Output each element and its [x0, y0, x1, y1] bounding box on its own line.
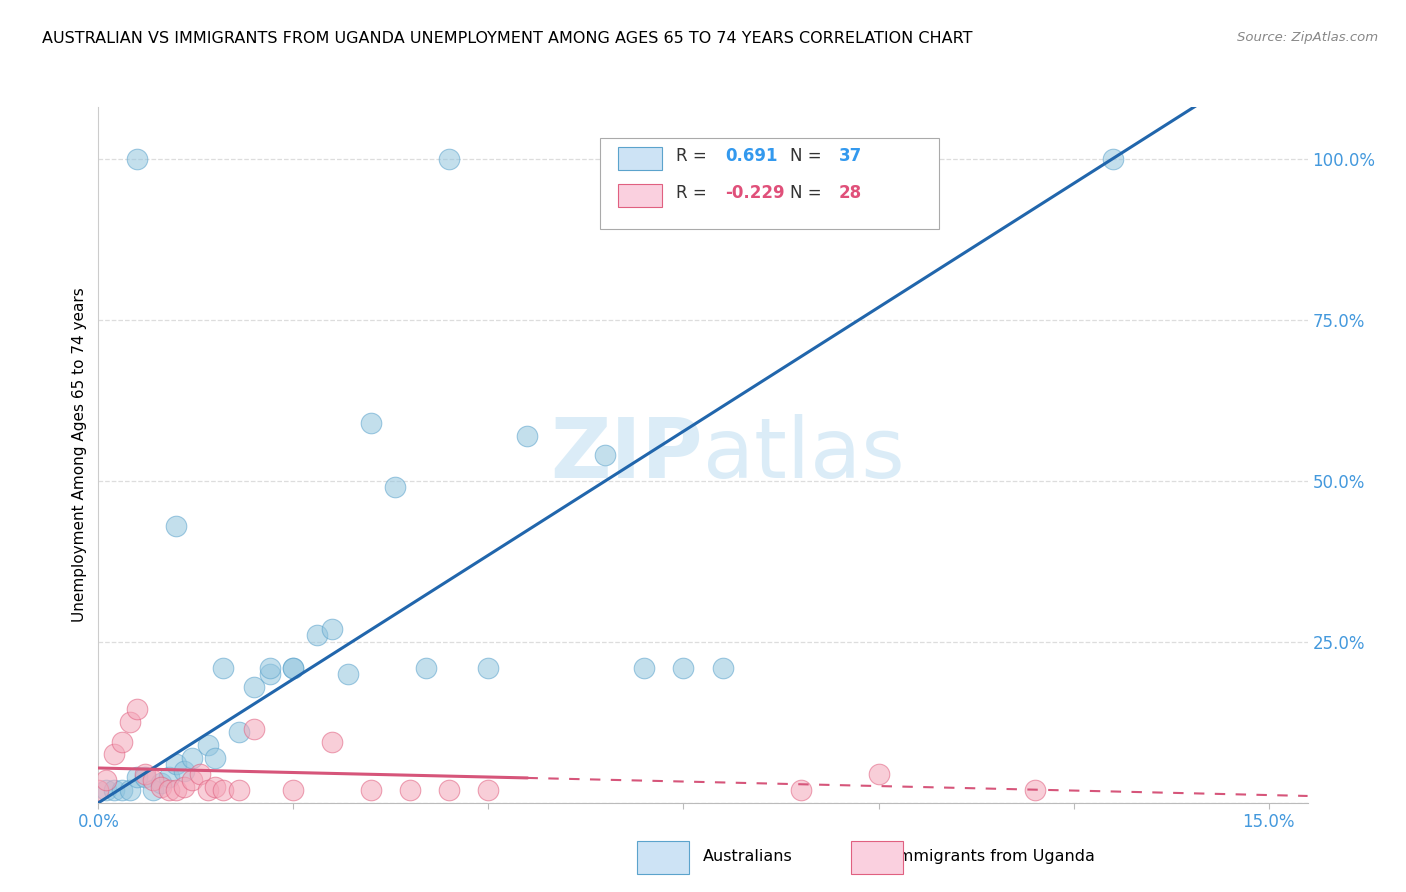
- Point: [1101, 152, 1123, 166]
- Point: [111, 783, 134, 797]
- Point: [283, 660, 305, 674]
- Point: [96, 773, 118, 788]
- Text: Australians: Australians: [703, 849, 793, 863]
- Point: [173, 780, 195, 794]
- FancyBboxPatch shape: [619, 147, 662, 169]
- Point: [439, 783, 461, 797]
- Point: [173, 764, 195, 778]
- Point: [399, 783, 422, 797]
- Point: [103, 747, 125, 762]
- Text: R =: R =: [676, 147, 713, 165]
- Point: [321, 622, 343, 636]
- Point: [868, 766, 890, 781]
- Point: [516, 428, 538, 442]
- Text: Source: ZipAtlas.com: Source: ZipAtlas.com: [1237, 31, 1378, 45]
- Point: [228, 783, 250, 797]
- Point: [384, 480, 406, 494]
- Text: N =: N =: [790, 147, 827, 165]
- Point: [595, 448, 617, 462]
- Point: [212, 783, 235, 797]
- Point: [118, 715, 141, 730]
- Point: [283, 783, 305, 797]
- Text: N =: N =: [790, 185, 827, 202]
- Text: 28: 28: [838, 185, 862, 202]
- Point: [711, 660, 734, 674]
- Point: [415, 660, 437, 674]
- Point: [197, 783, 219, 797]
- Point: [157, 783, 180, 797]
- Point: [672, 660, 695, 674]
- Text: Immigrants from Uganda: Immigrants from Uganda: [893, 849, 1095, 863]
- Point: [127, 770, 149, 784]
- Point: [96, 783, 118, 797]
- Point: [111, 734, 134, 748]
- Point: [149, 776, 172, 790]
- Text: ZIP: ZIP: [551, 415, 703, 495]
- Point: [127, 702, 149, 716]
- Point: [188, 766, 211, 781]
- Point: [283, 660, 305, 674]
- Point: [118, 783, 141, 797]
- Point: [157, 770, 180, 784]
- Point: [633, 660, 655, 674]
- Point: [142, 773, 165, 788]
- Point: [127, 152, 149, 166]
- Point: [165, 518, 187, 533]
- Point: [360, 783, 382, 797]
- FancyBboxPatch shape: [619, 185, 662, 207]
- Point: [477, 783, 499, 797]
- Point: [87, 783, 110, 797]
- FancyBboxPatch shape: [600, 138, 939, 229]
- Point: [103, 783, 125, 797]
- Point: [439, 152, 461, 166]
- Point: [204, 750, 226, 764]
- Text: R =: R =: [676, 185, 713, 202]
- Point: [360, 416, 382, 430]
- Point: [1024, 783, 1046, 797]
- Text: -0.229: -0.229: [724, 185, 785, 202]
- Text: AUSTRALIAN VS IMMIGRANTS FROM UGANDA UNEMPLOYMENT AMONG AGES 65 TO 74 YEARS CORR: AUSTRALIAN VS IMMIGRANTS FROM UGANDA UNE…: [42, 31, 973, 46]
- Point: [477, 660, 499, 674]
- Point: [321, 734, 343, 748]
- Point: [197, 738, 219, 752]
- Point: [228, 725, 250, 739]
- Point: [212, 660, 235, 674]
- Point: [243, 722, 266, 736]
- Text: 37: 37: [838, 147, 862, 165]
- Text: atlas: atlas: [703, 415, 904, 495]
- Text: 0.691: 0.691: [724, 147, 778, 165]
- Y-axis label: Unemployment Among Ages 65 to 74 years: Unemployment Among Ages 65 to 74 years: [72, 287, 87, 623]
- Point: [259, 660, 281, 674]
- Point: [165, 757, 187, 772]
- Point: [142, 783, 165, 797]
- Point: [305, 628, 328, 642]
- Point: [243, 680, 266, 694]
- Point: [149, 780, 172, 794]
- Point: [134, 766, 156, 781]
- Point: [181, 750, 204, 764]
- Point: [204, 780, 226, 794]
- Point: [165, 783, 187, 797]
- Point: [337, 667, 360, 681]
- Point: [134, 770, 156, 784]
- Point: [181, 773, 204, 788]
- Point: [259, 667, 281, 681]
- Point: [789, 783, 811, 797]
